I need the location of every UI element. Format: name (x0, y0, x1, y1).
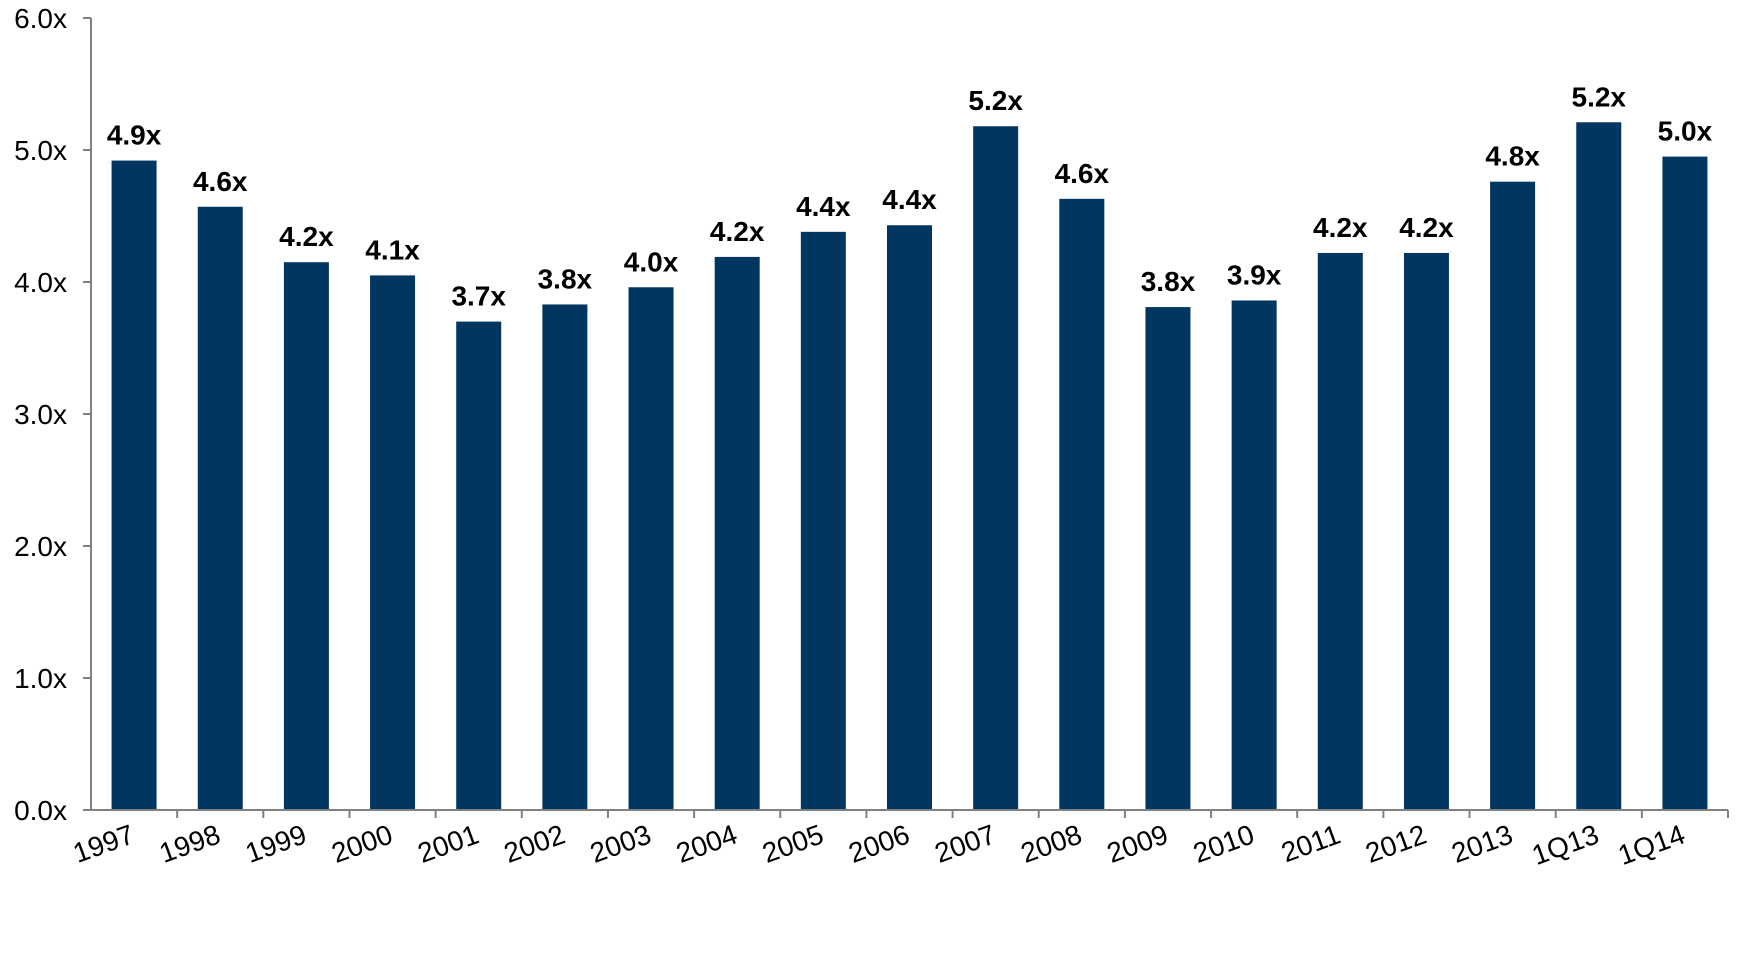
x-tick-label-2000: 2000 (327, 819, 396, 869)
data-label-2002: 3.8x (538, 263, 593, 294)
y-tick-label: 2.0x (14, 531, 67, 562)
x-axis-tick-labels: 1997 1998 1999 2000 2001 2002 2003 2004 2005 2006… (69, 810, 1729, 872)
data-label-1Q13: 5.2x (1572, 81, 1627, 112)
bar-1998 (197, 206, 243, 810)
y-axis-ticks (83, 17, 91, 811)
bar-2008 (1059, 198, 1105, 811)
x-tick-label-2009: 2009 (1103, 819, 1172, 869)
data-label-1999: 4.2x (279, 221, 334, 252)
bar-2007 (973, 126, 1019, 811)
data-label-1Q14: 5.0x (1658, 116, 1713, 147)
bar-2009 (1145, 307, 1191, 810)
bar-2001 (456, 321, 502, 810)
x-tick-label-2008: 2008 (1017, 819, 1086, 869)
x-tick-label-2001: 2001 (414, 819, 483, 869)
bar-1Q14 (1662, 156, 1708, 811)
x-tick-label-2003: 2003 (586, 819, 655, 869)
data-label-2000: 4.1x (365, 234, 420, 265)
data-label-2003: 4.0x (624, 246, 679, 277)
bar-2005 (800, 231, 846, 811)
bar-2013 (1490, 181, 1536, 810)
x-tick-label-2007: 2007 (931, 819, 1000, 869)
data-label-2005: 4.4x (796, 191, 851, 222)
y-tick-label: 3.0x (14, 399, 67, 430)
x-tick-label-1997: 1997 (69, 819, 138, 869)
bar-1999 (283, 262, 329, 810)
data-label-1997: 4.9x (107, 120, 162, 151)
data-label-2010: 3.9x (1227, 259, 1282, 290)
data-label-2004: 4.2x (710, 216, 765, 247)
bar-1997 (111, 160, 157, 810)
data-label-1998: 4.6x (193, 166, 248, 197)
bars (111, 122, 1708, 811)
x-tick-label-2005: 2005 (758, 819, 827, 869)
data-label-2009: 3.8x (1141, 266, 1196, 297)
data-label-2008: 4.6x (1055, 158, 1110, 189)
bar-2006 (887, 225, 932, 811)
y-tick-label: 0.0x (14, 795, 67, 826)
x-tick-label-1998: 1998 (155, 819, 224, 869)
bar-2003 (628, 287, 674, 810)
x-tick-label-2004: 2004 (672, 819, 741, 869)
bar-2011 (1317, 252, 1363, 810)
bar-2002 (542, 304, 588, 810)
x-tick-label-1999: 1999 (241, 819, 310, 869)
x-tick-label-2010: 2010 (1189, 819, 1258, 869)
data-label-2012: 4.2x (1399, 212, 1454, 243)
bar-2012 (1403, 252, 1449, 810)
y-tick-label: 6.0x (14, 3, 67, 34)
x-tick-label-2012: 2012 (1361, 819, 1430, 869)
data-label-2006: 4.4x (882, 184, 937, 215)
data-label-2007: 5.2x (968, 85, 1023, 116)
data-label-2013: 4.8x (1485, 141, 1540, 172)
y-axis-tick-labels: 0.0x 1.0x 2.0x 3.0x 4.0x 5.0x 6.0x (14, 3, 67, 826)
bar-2010 (1231, 300, 1277, 810)
x-tick-label-2002: 2002 (500, 819, 569, 869)
x-tick-label-1Q14: 1Q14 (1614, 819, 1689, 872)
data-label-2001: 3.7x (451, 281, 506, 312)
data-labels: 4.9x 4.6x 4.2x 4.1x 3.7x 3.8x 4.0x 4.2x 4.4x 4.4x… (107, 81, 1713, 311)
x-tick-label-2011: 2011 (1277, 819, 1344, 869)
x-tick-label-2006: 2006 (844, 819, 913, 869)
data-label-2011: 4.2x (1313, 212, 1368, 243)
x-tick-label-1Q13: 1Q13 (1528, 819, 1603, 872)
y-tick-label: 4.0x (14, 267, 67, 298)
x-tick-label-2013: 2013 (1448, 819, 1517, 869)
y-tick-label: 5.0x (14, 135, 67, 166)
bar-2004 (714, 256, 760, 810)
bar-2000 (370, 275, 416, 810)
y-tick-label: 1.0x (14, 663, 67, 694)
bar-1Q13 (1576, 122, 1622, 810)
